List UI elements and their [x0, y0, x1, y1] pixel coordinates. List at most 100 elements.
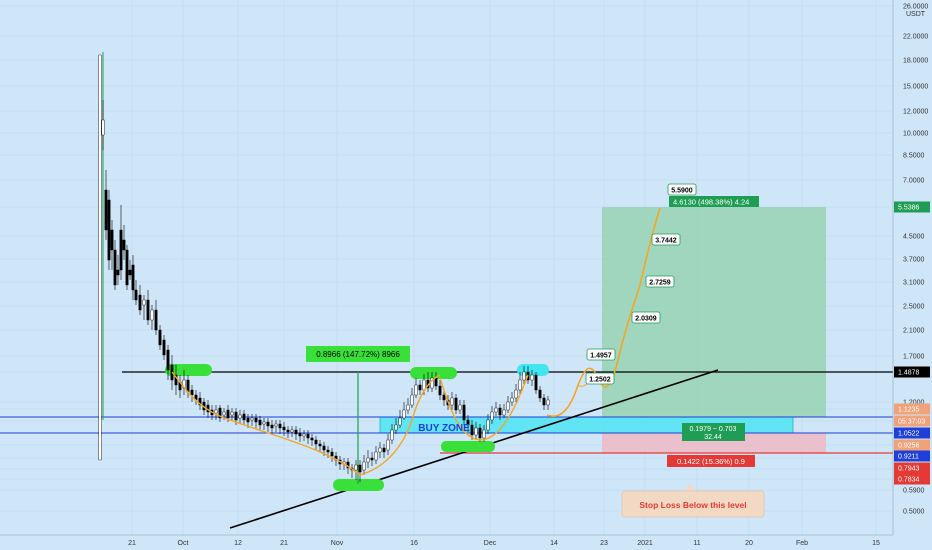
target-value: 5.5900 — [671, 188, 693, 195]
candle — [274, 420, 278, 432]
target-label: 5.5900 — [667, 183, 697, 196]
target-label: 3.7442 — [651, 233, 681, 246]
candle — [378, 442, 382, 458]
candle — [498, 404, 502, 420]
price-tag-label: 05:37:03 — [898, 419, 925, 426]
price-tag-label: 1.0522 — [898, 431, 920, 438]
candle — [125, 245, 129, 290]
time-tick-label: 14 — [550, 540, 558, 547]
loss-label: 0.1422 (15.36%) 0.9 — [677, 457, 745, 466]
price-tick-label: 15.0000 — [903, 84, 928, 91]
candle — [366, 450, 370, 468]
candle — [138, 285, 142, 315]
candle — [258, 416, 262, 430]
candle — [194, 390, 198, 405]
candle — [186, 375, 190, 398]
loss-label-box: 0.1422 (15.36%) 0.9 — [667, 455, 755, 467]
candle — [286, 426, 290, 438]
candle — [546, 396, 550, 410]
time-tick-label: 15 — [872, 540, 880, 547]
second-cup-curve — [439, 374, 529, 441]
candle — [522, 366, 526, 384]
candle — [266, 418, 270, 432]
price-tag-label: 1.4878 — [898, 370, 920, 377]
candle — [350, 464, 354, 478]
time-tick-label: Dec — [484, 540, 497, 547]
candle — [154, 300, 158, 335]
time-axis-ticks: 21 Oct 12 21 Nov 16 Dec 14 23 2021 11 20 Feb 15 — [128, 540, 880, 547]
buy-zone-label: BUY ZONE — [418, 423, 470, 434]
candle — [514, 384, 518, 402]
candle — [113, 240, 117, 290]
candle — [414, 378, 418, 398]
candle — [178, 375, 182, 398]
price-tag: 0.9211 — [894, 450, 930, 462]
measure-label-box: 0.8966 (147.72%) 8966 — [306, 346, 410, 362]
candle — [442, 390, 446, 406]
measure-label: 0.8966 (147.72%) 8966 — [316, 350, 400, 359]
candle — [330, 448, 334, 462]
candle — [390, 424, 394, 444]
candle — [278, 420, 282, 434]
candle — [398, 410, 402, 428]
candle — [174, 365, 178, 395]
candle — [230, 408, 234, 420]
currency-label: USDT — [906, 11, 926, 18]
stop-loss-note: Stop Loss Below this level — [621, 484, 765, 518]
time-tick-label: 21 — [128, 540, 136, 547]
candle — [358, 460, 362, 482]
price-tag: 1.0522 — [894, 427, 930, 439]
target-label: 2.7259 — [645, 275, 675, 288]
price-tick-label: 2.5000 — [903, 304, 925, 311]
price-tick-label: 18.0000 — [903, 58, 928, 65]
candle — [478, 424, 482, 442]
price-tag-label: 0.9211 — [898, 454, 919, 461]
price-tick-label: 0.5000 — [903, 509, 925, 516]
target-value: 2.7259 — [649, 280, 671, 287]
target-label: 2.0309 — [631, 311, 661, 324]
candle — [406, 398, 410, 414]
price-tag-label: 0.7834 — [898, 477, 920, 484]
candle — [466, 415, 470, 432]
price-tag: 1.1235 — [894, 403, 930, 415]
candle — [394, 418, 398, 434]
price-tag-label: 0.9256 — [898, 443, 920, 450]
candle — [150, 305, 154, 330]
candle — [238, 410, 242, 423]
price-tag: 1.4878 — [894, 366, 930, 378]
profit-label-box: 4.6130 (498.38%) 4.24 — [669, 196, 759, 207]
candle — [502, 404, 506, 418]
candle — [438, 380, 442, 400]
price-tick-label: 1.2000 — [903, 400, 925, 407]
price-axis-ticks: 26.0000 22.0000 18.0000 15.0000 12.0000 10.00… — [903, 4, 928, 516]
price-tag: 0.9256 — [894, 439, 930, 451]
time-axis — [0, 535, 932, 550]
candle — [310, 434, 314, 446]
candle — [214, 405, 218, 420]
candle — [290, 426, 294, 437]
candle — [116, 255, 120, 285]
highlight-second-bottom — [441, 441, 495, 452]
time-tick-label: 16 — [410, 540, 418, 547]
price-tag: 5.5386 — [894, 201, 930, 213]
price-tick-label: 3.1000 — [903, 280, 925, 287]
price-tick-label: 4.5000 — [903, 234, 925, 241]
candle — [218, 405, 222, 422]
candle — [198, 392, 202, 410]
candle — [462, 400, 466, 425]
candle — [131, 255, 135, 300]
price-tick-label: 10.0000 — [903, 131, 928, 138]
candle — [506, 396, 510, 413]
candle — [294, 426, 298, 440]
candle — [110, 220, 114, 270]
price-tick-label: 22.0000 — [903, 34, 928, 41]
candle — [306, 430, 310, 444]
candle — [530, 370, 534, 386]
price-tag: 0.7834 — [894, 473, 930, 485]
candle — [418, 380, 422, 395]
time-tick-label: 21 — [280, 540, 288, 547]
price-tick-label: 7.0000 — [903, 178, 925, 185]
candle — [382, 444, 386, 458]
candle — [250, 414, 254, 426]
